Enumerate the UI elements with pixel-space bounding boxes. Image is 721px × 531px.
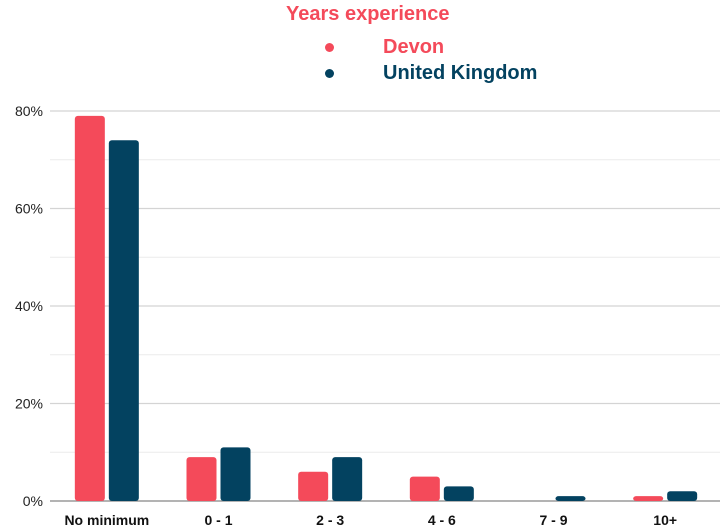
united-kingdom-dot-icon xyxy=(325,68,334,78)
legend-title: Years experience xyxy=(286,3,450,25)
bar-united-kingdom xyxy=(332,457,363,501)
x-tick-label: 2 - 3 xyxy=(316,512,344,528)
bar-united-kingdom xyxy=(220,447,251,501)
bar-united-kingdom xyxy=(667,491,698,501)
legend-label-devon: Devon xyxy=(383,36,445,58)
bar-united-kingdom xyxy=(443,486,474,501)
legend-item-devon: Devon xyxy=(325,35,444,59)
bar-devon xyxy=(633,496,664,501)
x-tick-label: 10+ xyxy=(653,512,677,528)
bar-united-kingdom xyxy=(555,496,586,501)
y-tick-label: 0% xyxy=(23,493,43,509)
x-tick-label: 7 - 9 xyxy=(539,512,567,528)
x-tick-label: 0 - 1 xyxy=(204,512,232,528)
y-tick-label: 80% xyxy=(15,103,43,119)
bar-united-kingdom xyxy=(108,140,139,501)
y-tick-label: 20% xyxy=(15,396,43,412)
bar-devon xyxy=(186,457,217,501)
bar-devon xyxy=(298,471,329,501)
legend-label-united-kingdom: United Kingdom xyxy=(383,62,538,84)
y-tick-label: 60% xyxy=(15,201,43,217)
legend-item-united-kingdom: United Kingdom xyxy=(325,61,537,85)
devon-dot-icon xyxy=(325,42,334,52)
x-tick-label: 4 - 6 xyxy=(428,512,456,528)
y-tick-label: 40% xyxy=(15,298,43,314)
bar-devon xyxy=(409,476,440,501)
x-tick-label: No minimum xyxy=(64,512,149,528)
bar-devon xyxy=(74,115,105,501)
